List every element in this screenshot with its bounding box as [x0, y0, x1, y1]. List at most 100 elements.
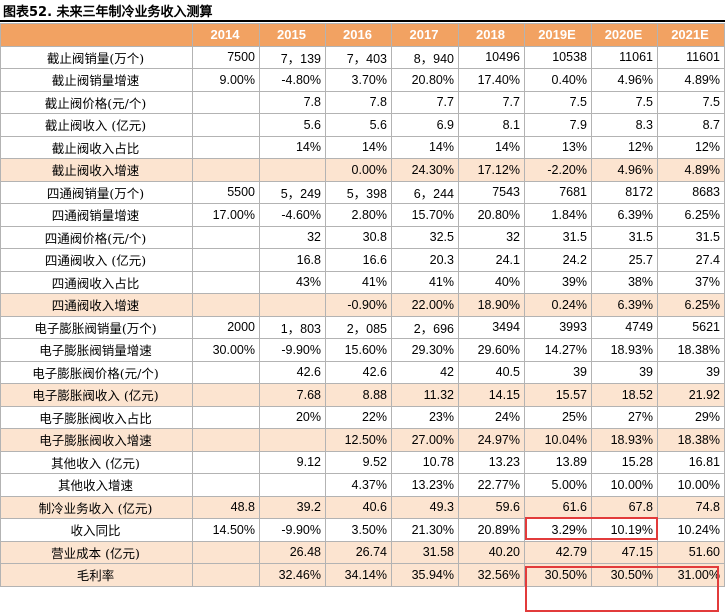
table-cell: 3.70%	[325, 68, 392, 92]
column-header: 2017	[391, 23, 459, 47]
table-cell: 23%	[391, 405, 459, 429]
row-label: 截止阀销量(万个)	[0, 45, 193, 69]
table-cell: 17.12%	[458, 158, 525, 182]
table-cell: 10.00%	[657, 473, 725, 497]
table-cell: 67.8	[591, 495, 658, 519]
table-cell: 40.20	[458, 540, 525, 564]
table-cell: 49.3	[391, 495, 459, 519]
row-label: 截止阀收入 (亿元)	[0, 113, 193, 137]
row-label: 四通阀价格(元/个)	[0, 225, 193, 249]
table-cell: 27%	[591, 405, 658, 429]
table-cell: 25.7	[591, 248, 658, 272]
row-label: 收入同比	[0, 518, 193, 542]
table-cell: 27.00%	[391, 428, 459, 452]
table-cell: 24%	[458, 405, 525, 429]
table-cell: 31.5	[524, 225, 592, 249]
table-cell: 26.48	[259, 540, 326, 564]
table-cell	[192, 270, 260, 294]
table-cell: 39	[524, 360, 592, 384]
table-row: 截止阀销量增速 9.00% -4.80% 3.70% 20.80% 17.40% 0.40%…	[0, 68, 725, 92]
table-cell: 7681	[524, 180, 592, 204]
table-cell: 8，940	[391, 45, 459, 69]
column-header: 2015	[259, 23, 326, 47]
table-cell: 34.14%	[325, 563, 392, 587]
column-header: 2020E	[591, 23, 658, 47]
table-cell: 22%	[325, 405, 392, 429]
table-cell: 8.88	[325, 383, 392, 407]
table-cell: 5.00%	[524, 473, 592, 497]
table-cell	[192, 405, 260, 429]
table-cell: 10.78	[391, 450, 459, 474]
table-cell: 10.24%	[657, 518, 725, 542]
table-cell: 30.00%	[192, 338, 260, 362]
table-cell: 37%	[657, 270, 725, 294]
table-cell: 6.25%	[657, 293, 725, 317]
table-cell: 16.81	[657, 450, 725, 474]
table-cell: 13.89	[524, 450, 592, 474]
table-cell: 8683	[657, 180, 725, 204]
table-row: 其他收入 (亿元) 9.12 9.52 10.78 13.23 13.89 15.28 16.…	[0, 450, 725, 474]
table-row: 电子膨胀阀收入 (亿元) 7.68 8.88 11.32 14.15 15.57 18.52…	[0, 383, 725, 407]
table-cell: 61.6	[524, 495, 592, 519]
table-cell: 40.6	[325, 495, 392, 519]
table-cell: 21.30%	[391, 518, 459, 542]
table-cell: 20.80%	[458, 203, 525, 227]
table-cell	[192, 248, 260, 272]
table-cell: 6.39%	[591, 203, 658, 227]
table-cell: 42.79	[524, 540, 592, 564]
table-row: 截止阀价格(元/个) 7.8 7.8 7.7 7.7 7.5 7.5 7.5	[0, 90, 725, 114]
table-cell: 32.46%	[259, 563, 326, 587]
table-cell: 7543	[458, 180, 525, 204]
table-row: 截止阀销量(万个) 7500 7，139 7，403 8，940 10496 10538 11…	[0, 45, 725, 69]
table-cell	[192, 563, 260, 587]
row-label: 四通阀收入 (亿元)	[0, 248, 193, 272]
table-cell: 8.3	[591, 113, 658, 137]
table-cell: 5.6	[325, 113, 392, 137]
table-row: 四通阀收入 (亿元) 16.8 16.6 20.3 24.1 24.2 25.7 27.4	[0, 248, 725, 272]
table-cell: 39	[657, 360, 725, 384]
table-row: 电子膨胀阀收入占比 20% 22% 23% 24% 25% 27% 29%	[0, 405, 725, 429]
table-cell	[192, 360, 260, 384]
table-cell: 74.8	[657, 495, 725, 519]
table-cell: -2.20%	[524, 158, 592, 182]
table-cell: 7.7	[458, 90, 525, 114]
table-cell: 10496	[458, 45, 525, 69]
table-cell: 29%	[657, 405, 725, 429]
table-row: 电子膨胀阀价格(元/个) 42.6 42.6 42 40.5 39 39 39	[0, 360, 725, 384]
row-label: 其他收入 (亿元)	[0, 450, 193, 474]
figure-title: 图表52. 未来三年制冷业务收入测算	[3, 5, 213, 20]
table-header-row: 2014 2015 2016 2017 2018 2019E 2020E 2021E	[0, 23, 725, 47]
table-cell: 43%	[259, 270, 326, 294]
table-cell: 42.6	[325, 360, 392, 384]
table-cell: 8.1	[458, 113, 525, 137]
column-header: 2019E	[524, 23, 592, 47]
table-cell: 7，139	[259, 45, 326, 69]
table-cell: 18.90%	[458, 293, 525, 317]
table-cell	[259, 293, 326, 317]
table-cell	[192, 225, 260, 249]
table-cell: 7.7	[391, 90, 459, 114]
table-cell: 14.15	[458, 383, 525, 407]
figure-title-bar: 图表52. 未来三年制冷业务收入测算	[0, 0, 725, 22]
table-cell: 17.00%	[192, 203, 260, 227]
table-cell: 4.89%	[657, 158, 725, 182]
table-row: 四通阀销量增速 17.00% -4.60% 2.80% 15.70% 20.80% 1.84…	[0, 203, 725, 227]
table-cell: 3.50%	[325, 518, 392, 542]
table-cell: 12%	[591, 135, 658, 159]
table-cell: 38%	[591, 270, 658, 294]
table-cell: 16.6	[325, 248, 392, 272]
table-cell: 6.39%	[591, 293, 658, 317]
table-cell: 48.8	[192, 495, 260, 519]
table-cell: 31.58	[391, 540, 459, 564]
table-cell: 18.38%	[657, 338, 725, 362]
table-cell: 4.96%	[591, 68, 658, 92]
table-cell: 2，696	[391, 315, 459, 339]
row-label: 毛利率	[0, 563, 193, 587]
table-cell: 4.89%	[657, 68, 725, 92]
revenue-forecast-table: 2014 2015 2016 2017 2018 2019E 2020E 2021E 截止阀销…	[0, 23, 725, 587]
table-cell: 7.68	[259, 383, 326, 407]
table-cell: 15.57	[524, 383, 592, 407]
table-cell: 14%	[458, 135, 525, 159]
table-cell: 39	[591, 360, 658, 384]
table-row: 电子膨胀阀收入增速 12.50% 27.00% 24.97% 10.04% 18.93% 1…	[0, 428, 725, 452]
